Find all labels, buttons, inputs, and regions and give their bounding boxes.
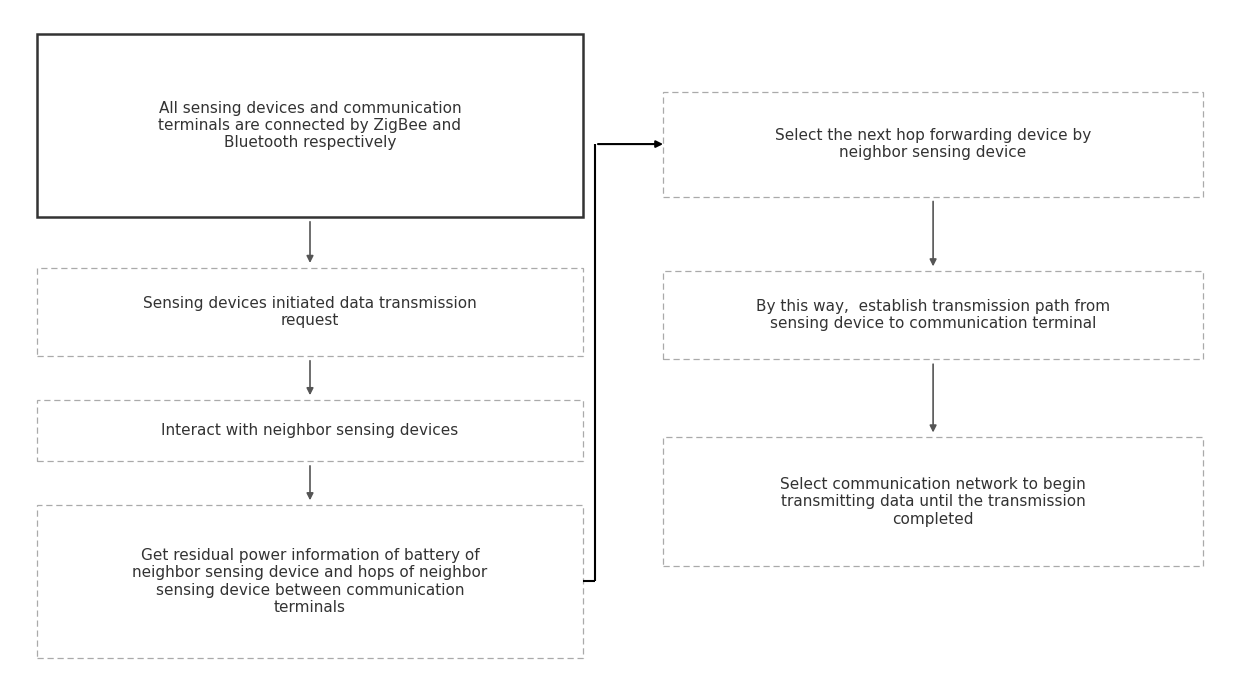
Text: Select the next hop forwarding device by
neighbor sensing device: Select the next hop forwarding device by… (775, 128, 1091, 160)
FancyBboxPatch shape (37, 505, 583, 658)
FancyBboxPatch shape (663, 92, 1203, 197)
FancyBboxPatch shape (663, 437, 1203, 566)
FancyBboxPatch shape (37, 400, 583, 461)
Text: By this way,  establish transmission path from
sensing device to communication t: By this way, establish transmission path… (756, 299, 1110, 332)
Text: Select communication network to begin
transmitting data until the transmission
c: Select communication network to begin tr… (780, 477, 1086, 527)
Text: Get residual power information of battery of
neighbor sensing device and hops of: Get residual power information of batter… (133, 548, 487, 615)
Text: Sensing devices initiated data transmission
request: Sensing devices initiated data transmiss… (143, 296, 477, 328)
Text: All sensing devices and communication
terminals are connected by ZigBee and
Blue: All sensing devices and communication te… (159, 100, 461, 151)
FancyBboxPatch shape (37, 268, 583, 356)
FancyBboxPatch shape (37, 34, 583, 217)
Text: Interact with neighbor sensing devices: Interact with neighbor sensing devices (161, 423, 459, 438)
FancyBboxPatch shape (663, 271, 1203, 359)
